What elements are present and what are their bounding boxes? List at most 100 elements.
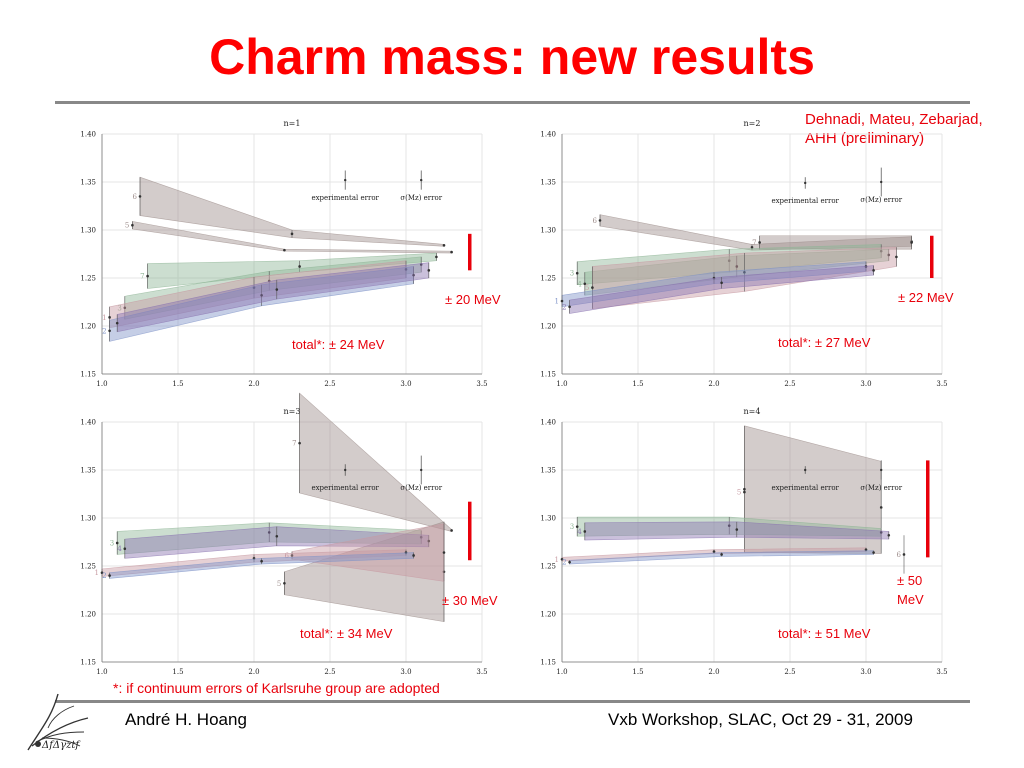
series-point	[902, 553, 906, 556]
series-point	[260, 559, 263, 563]
x-tick-label: 1.0	[96, 668, 107, 676]
y-tick-label: 1.40	[540, 419, 556, 427]
x-tick-label: 3.0	[860, 668, 871, 676]
chart-n2: 1.0 1.5 2.0 2.5 3.0 3.5 1.15 1.20 1.25 1.30 1.35 1.…	[520, 112, 960, 394]
chart-title: n=1	[284, 119, 301, 128]
series-label: 1	[95, 569, 99, 577]
x-tick-label: 1.5	[632, 668, 643, 676]
annotation-point	[420, 178, 423, 182]
series-point	[758, 241, 761, 244]
series-point	[412, 554, 415, 557]
annotation-label: experimental error	[311, 484, 379, 492]
series-point	[879, 531, 883, 534]
x-tick-label: 1.5	[632, 380, 643, 388]
footer-divider	[55, 700, 970, 703]
annotation-label: experimental error	[771, 484, 839, 492]
series-point	[115, 321, 119, 325]
series-point	[910, 241, 913, 244]
series-label: 6	[593, 217, 598, 225]
series-point	[735, 265, 739, 268]
x-tick-label: 1.5	[172, 380, 183, 388]
error-value-label: ± 30 MeV	[442, 593, 498, 608]
y-tick-label: 1.20	[80, 611, 96, 619]
y-tick-label: 1.30	[540, 515, 556, 523]
x-tick-label: 3.0	[400, 668, 411, 676]
series-point	[575, 525, 579, 528]
series-point	[743, 490, 746, 494]
series-point	[887, 533, 891, 537]
annotation-label: σ(Mz) error	[860, 484, 902, 492]
series-point	[560, 299, 564, 303]
series-point	[735, 528, 739, 531]
series-label: 6	[285, 552, 290, 560]
x-tick-label: 1.0	[556, 668, 567, 676]
annotation-label: σ(Mz) error	[860, 196, 902, 204]
series-label: 1	[555, 556, 559, 564]
y-tick-label: 1.25	[80, 275, 96, 283]
y-tick-label: 1.25	[540, 275, 556, 283]
annotation-point	[880, 180, 883, 184]
series-label: 6	[133, 193, 138, 201]
series-point	[138, 195, 142, 198]
series-point	[131, 223, 134, 227]
series-label: 7	[140, 273, 144, 281]
series-label: 3	[570, 523, 574, 531]
series-point	[442, 551, 446, 554]
y-tick-label: 1.25	[540, 563, 556, 571]
x-tick-label: 3.5	[476, 380, 487, 388]
x-tick-label: 3.0	[860, 380, 871, 388]
annotation-point	[880, 468, 883, 472]
x-tick-label: 3.0	[400, 380, 411, 388]
y-tick-label: 1.30	[80, 227, 96, 235]
series-point	[419, 263, 423, 266]
error-range-bar	[930, 235, 934, 278]
series-point	[123, 547, 127, 551]
series-point	[727, 259, 731, 263]
series-point	[267, 531, 271, 534]
series-point	[743, 270, 746, 274]
series-point	[712, 550, 716, 553]
series-label: 5	[585, 284, 589, 292]
y-tick-label: 1.30	[80, 515, 96, 523]
series-point	[427, 269, 431, 272]
logo-caption: ΔfΔγztf	[42, 740, 80, 751]
y-tick-label: 1.15	[540, 371, 556, 379]
bird-logo-icon	[27, 693, 89, 751]
series-point	[108, 574, 111, 577]
y-tick-label: 1.30	[540, 227, 556, 235]
x-tick-label: 2.5	[324, 668, 335, 676]
annotation-label: σ(Mz) error	[400, 484, 442, 492]
total-error-label: total*: ± 24 MeV	[292, 337, 385, 352]
footnote: *: if continuum errors of Karlsruhe grou…	[113, 680, 440, 696]
y-tick-label: 1.15	[80, 659, 96, 667]
chart-title: n=3	[284, 407, 301, 416]
series-band	[299, 392, 452, 532]
series-point	[419, 535, 423, 539]
error-range-bar	[468, 233, 472, 271]
total-error-label: total*: ± 34 MeV	[300, 626, 393, 641]
x-tick-label: 3.5	[476, 668, 487, 676]
series-label: 1	[102, 314, 106, 322]
series-point	[560, 557, 564, 561]
annotation-label: experimental error	[771, 197, 839, 205]
y-tick-label: 1.40	[80, 131, 96, 139]
annotation-point	[804, 468, 807, 472]
page-title: Charm mass: new results	[209, 29, 815, 85]
series-point	[568, 560, 571, 564]
y-tick-label: 1.20	[80, 323, 96, 331]
series-point	[450, 529, 453, 532]
series-point	[583, 530, 587, 533]
series-label: 2	[102, 572, 106, 580]
series-point	[275, 288, 279, 291]
y-tick-label: 1.25	[80, 563, 96, 571]
series-point	[290, 232, 294, 236]
series-point	[435, 255, 438, 259]
total-error-label: total*: ± 51 MeV	[778, 626, 871, 641]
x-tick-label: 3.5	[936, 380, 947, 388]
y-tick-label: 1.40	[80, 419, 96, 427]
chart-title: n=2	[744, 119, 761, 128]
x-tick-label: 2.0	[708, 668, 719, 676]
series-point	[575, 271, 579, 275]
series-point	[598, 219, 602, 222]
series-point	[115, 541, 119, 545]
